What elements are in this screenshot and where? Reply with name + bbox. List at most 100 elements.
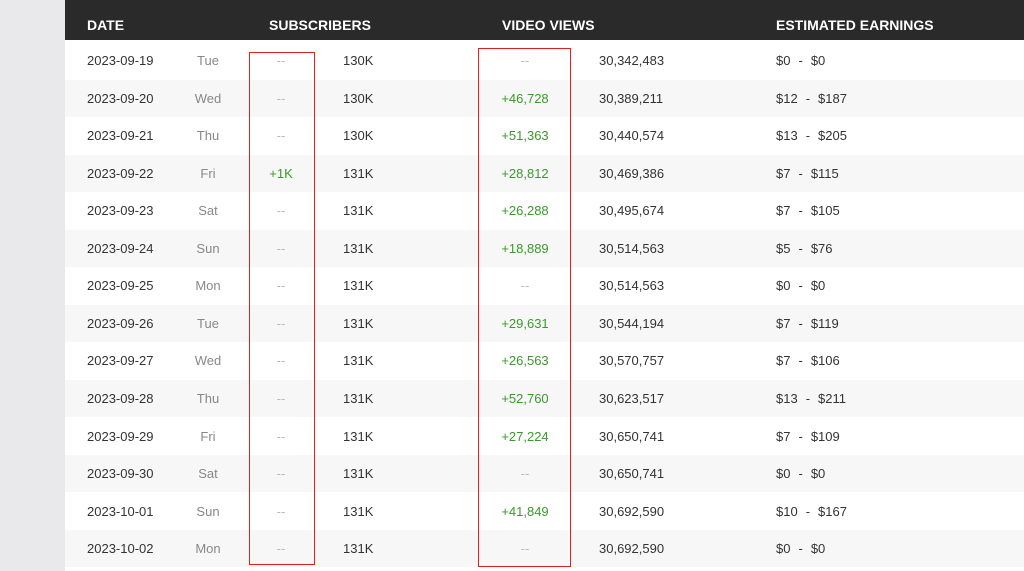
date-cell: 2023-09-30	[87, 466, 154, 482]
estimated-earnings-cell: $13- $211	[776, 391, 846, 406]
earnings-high: $187	[818, 90, 847, 106]
subscribers-change-cell: --	[276, 315, 286, 331]
estimated-earnings-cell: $0- $0	[776, 466, 825, 481]
table-row: 2023-09-25 Mon -- 131K -- 30,514,563 $0- $0	[65, 267, 1024, 304]
video-views-total-cell: 30,650,741	[599, 466, 665, 482]
subscribers-change-cell: --	[276, 353, 286, 369]
weekday-cell: Thu	[196, 128, 220, 144]
weekday-cell: Tue	[197, 53, 219, 68]
table-header: DATE SUBSCRIBERS VIDEO VIEWS ESTIMATED E…	[65, 8, 1024, 40]
weekday-cell: Wed	[194, 353, 222, 369]
subscribers-total-cell: 131K	[343, 503, 374, 519]
earnings-separator: -	[798, 428, 803, 444]
subscribers-total-cell: 130K	[343, 128, 374, 144]
earnings-separator: -	[805, 90, 811, 106]
table-row: 2023-09-27 Wed -- 131K +26,563 30,570,757 $7- $…	[65, 342, 1024, 379]
earnings-separator: -	[805, 390, 811, 406]
weekday-cell: Thu	[196, 390, 220, 406]
subscribers-total-cell: 131K	[343, 428, 374, 444]
table-row: 2023-09-24 Sun -- 131K +18,889 30,514,563 $5- $…	[65, 229, 1024, 267]
earnings-separator: -	[798, 278, 803, 294]
subscribers-change-cell: --	[276, 428, 286, 444]
earnings-high: $167	[818, 503, 847, 519]
weekday-cell: Fri	[200, 428, 216, 444]
table-row: 2023-09-29 Fri -- 131K +27,224 30,650,741 $7- $…	[65, 418, 1024, 455]
video-views-total-cell: 30,469,386	[599, 165, 665, 181]
subscribers-change-cell: --	[276, 90, 286, 106]
video-views-change-cell: --	[520, 278, 530, 294]
video-views-change-cell: +28,812	[501, 165, 549, 181]
earnings-low: $13	[776, 390, 798, 406]
video-views-change-cell: +26,563	[501, 353, 549, 369]
weekday-cell: Fri	[200, 165, 216, 181]
table-row: 2023-10-02 Mon -- 131K -- 30,692,590 $0- $0	[65, 530, 1024, 568]
date-cell: 2023-09-19	[87, 53, 154, 68]
weekday-cell: Tue	[197, 315, 219, 331]
estimated-earnings-cell: $0- $0	[776, 53, 825, 68]
date-cell: 2023-09-27	[87, 353, 154, 369]
earnings-high: $0	[810, 278, 826, 294]
subscribers-change-cell: --	[276, 278, 286, 294]
weekday-cell: Sun	[196, 240, 220, 256]
subscribers-total-cell: 131K	[343, 203, 374, 219]
earnings-high: $105	[810, 203, 840, 219]
table-row: 2023-09-23 Sat -- 131K +26,288 30,495,674 $7- $…	[65, 192, 1024, 229]
video-views-total-cell: 30,544,194	[599, 315, 665, 331]
earnings-separator: -	[798, 541, 803, 557]
earnings-low: $7	[776, 353, 791, 369]
date-cell: 2023-09-20	[87, 90, 154, 106]
video-views-total-cell: 30,514,563	[599, 240, 665, 256]
earnings-separator: -	[798, 353, 803, 369]
estimated-earnings-cell: $7- $105	[776, 203, 840, 218]
video-views-total-cell: 30,389,211	[599, 90, 664, 106]
earnings-high: $0	[810, 466, 826, 482]
table-row: 2023-09-26 Tue -- 131K +29,631 30,544,194 $7- $…	[65, 304, 1024, 342]
weekday-cell: Sat	[198, 466, 218, 482]
weekday-cell: Mon	[195, 278, 221, 294]
earnings-high: $0	[810, 541, 826, 557]
video-views-change-cell: +41,849	[501, 503, 549, 519]
left-margin	[0, 0, 65, 571]
video-views-total-cell: 30,342,483	[599, 53, 665, 68]
subscribers-total-cell: 130K	[343, 90, 374, 106]
header-estimated-earnings[interactable]: ESTIMATED EARNINGS	[776, 17, 934, 33]
estimated-earnings-cell: $7- $106	[776, 353, 840, 368]
date-cell: 2023-09-26	[87, 315, 154, 331]
date-cell: 2023-09-29	[87, 428, 154, 444]
earnings-separator: -	[798, 165, 803, 181]
table-row: 2023-09-20 Wed -- 130K +46,728 30,389,211 $12-…	[65, 79, 1024, 117]
subscribers-total-cell: 131K	[343, 466, 374, 482]
video-views-total-cell: 30,692,590	[599, 503, 665, 519]
video-views-change-cell: --	[520, 541, 530, 557]
video-views-change-cell: +52,760	[501, 390, 549, 406]
stats-table: DATE SUBSCRIBERS VIDEO VIEWS ESTIMATED E…	[65, 8, 1024, 571]
earnings-separator: -	[798, 466, 803, 482]
subscribers-total-cell: 131K	[343, 278, 374, 294]
weekday-cell: Wed	[194, 90, 222, 106]
subscribers-change-cell: --	[276, 53, 286, 68]
video-views-total-cell: 30,514,563	[599, 278, 665, 294]
subscribers-change-cell: --	[276, 128, 286, 144]
video-views-total-cell: 30,650,741	[599, 428, 665, 444]
estimated-earnings-cell: $0- $0	[776, 541, 825, 556]
date-cell: 2023-09-24	[87, 240, 154, 256]
video-views-total-cell: 30,623,517	[599, 390, 665, 406]
header-video-views[interactable]: VIDEO VIEWS	[502, 17, 595, 33]
table-row: 2023-09-28 Thu -- 131K +52,760 30,623,517 $13-…	[65, 379, 1024, 417]
video-views-change-cell: --	[520, 53, 530, 68]
subscribers-total-cell: 131K	[343, 165, 374, 181]
estimated-earnings-cell: $5- $76	[776, 241, 833, 256]
estimated-earnings-cell: $10- $167	[776, 504, 847, 519]
subscribers-change-cell: --	[276, 240, 286, 256]
earnings-high: $119	[810, 315, 839, 331]
estimated-earnings-cell: $13- $205	[776, 128, 847, 143]
earnings-low: $7	[776, 428, 791, 444]
header-date[interactable]: DATE	[87, 17, 125, 33]
earnings-high: $109	[810, 428, 840, 444]
estimated-earnings-cell: $7- $119	[776, 316, 839, 331]
earnings-separator: -	[805, 128, 811, 144]
earnings-low: $0	[776, 278, 791, 294]
header-subscribers[interactable]: SUBSCRIBERS	[269, 17, 371, 33]
video-views-change-cell: +26,288	[501, 203, 549, 219]
date-cell: 2023-10-01	[87, 503, 154, 519]
